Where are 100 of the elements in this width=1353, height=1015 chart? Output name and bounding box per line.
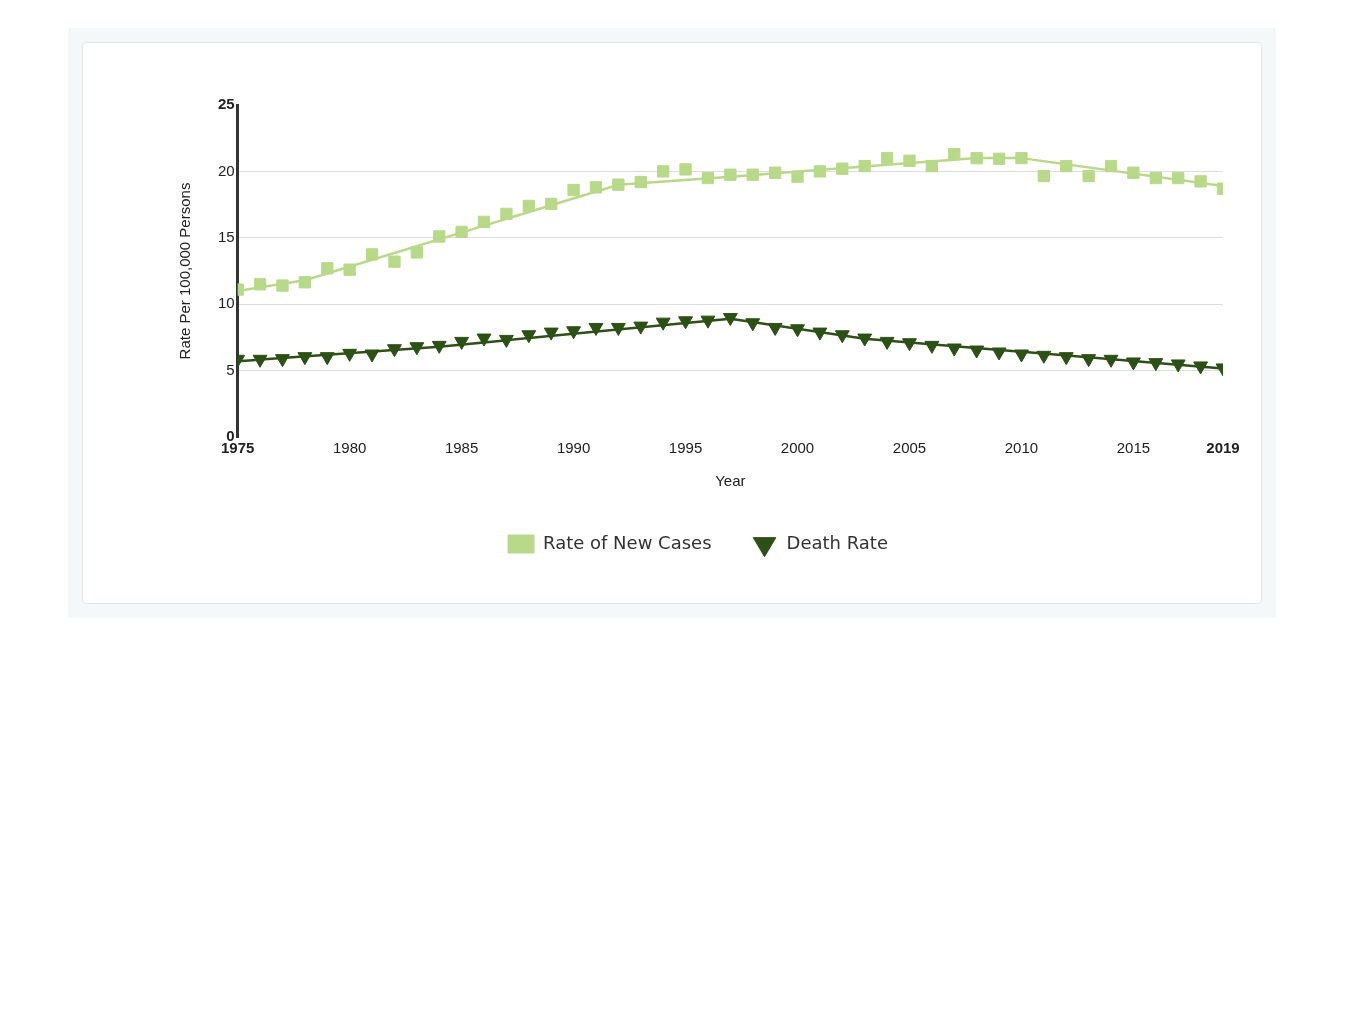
point — [1037, 169, 1051, 183]
point — [1148, 358, 1164, 372]
point — [387, 344, 402, 358]
point — [610, 322, 626, 336]
point — [633, 321, 649, 335]
point — [1015, 151, 1028, 165]
point — [566, 326, 582, 340]
point — [992, 152, 1006, 165]
point — [948, 147, 961, 161]
y-axis-title: Rate Per 100,000 Persons — [176, 182, 194, 360]
point — [1170, 359, 1186, 373]
point — [679, 163, 692, 176]
x-axis-title: Year — [715, 472, 746, 490]
point — [834, 330, 850, 344]
y-tick-label: 25 — [218, 95, 235, 113]
x-tick-label: 2000 — [780, 439, 815, 457]
point — [879, 336, 895, 350]
point — [433, 230, 446, 243]
point — [790, 324, 805, 338]
y-tick-label: 10 — [218, 294, 235, 312]
point — [275, 354, 290, 368]
point — [857, 333, 873, 347]
y-tick-label: 5 — [226, 360, 235, 378]
point — [767, 322, 783, 336]
point — [1014, 349, 1029, 363]
point — [991, 347, 1007, 361]
point — [768, 166, 782, 179]
point — [388, 255, 401, 268]
y-tick-label: 20 — [218, 161, 235, 179]
point — [1058, 352, 1074, 366]
point — [657, 165, 670, 178]
point — [342, 348, 358, 362]
point — [836, 162, 849, 175]
x-tick-label: 1980 — [332, 439, 367, 457]
point — [1126, 357, 1141, 371]
point — [297, 352, 313, 366]
point — [655, 317, 671, 331]
point — [1103, 354, 1119, 368]
point — [858, 159, 871, 173]
point — [545, 197, 558, 211]
point — [946, 343, 962, 357]
point — [498, 334, 514, 348]
point — [410, 246, 423, 259]
point — [522, 199, 535, 213]
point — [1104, 159, 1118, 173]
point — [589, 181, 603, 194]
point — [1036, 350, 1052, 364]
point — [634, 175, 647, 189]
point — [343, 263, 356, 276]
x-tick-label: 2010 — [1004, 439, 1039, 457]
point — [253, 278, 267, 291]
point — [252, 354, 268, 368]
point — [321, 262, 334, 275]
point — [588, 322, 604, 336]
point — [1149, 171, 1162, 185]
x-tick-label: 1985 — [444, 439, 479, 457]
point — [1081, 354, 1097, 368]
point — [700, 315, 716, 329]
point — [1082, 169, 1095, 183]
point — [276, 279, 289, 292]
point — [365, 248, 379, 261]
point — [701, 171, 715, 185]
point — [1060, 159, 1073, 173]
point — [319, 352, 335, 366]
point — [1172, 171, 1185, 185]
point — [791, 170, 804, 183]
point — [746, 168, 759, 181]
legend-label: Rate of New Cases — [543, 531, 712, 553]
point — [454, 336, 470, 350]
point — [903, 154, 916, 167]
point — [364, 349, 380, 363]
point — [612, 178, 625, 191]
point — [409, 342, 425, 356]
point — [1127, 166, 1140, 179]
point — [970, 151, 983, 165]
point — [722, 312, 738, 326]
x-tick-label: 1990 — [556, 439, 591, 457]
point — [1193, 361, 1209, 375]
point — [902, 338, 917, 352]
point — [678, 316, 693, 330]
point — [880, 151, 894, 165]
x-tick-label: 2019 — [1206, 439, 1240, 457]
point — [969, 345, 985, 359]
y-tick-label: 15 — [218, 227, 235, 245]
point — [1194, 175, 1207, 188]
point — [813, 165, 827, 178]
point — [298, 276, 312, 289]
legend-label: Death Rate — [786, 531, 888, 553]
point — [724, 168, 737, 181]
point — [812, 327, 828, 341]
point — [477, 215, 491, 229]
point — [925, 159, 939, 173]
point — [924, 340, 940, 354]
point — [567, 183, 580, 197]
point — [431, 340, 447, 354]
point — [543, 327, 559, 341]
point — [476, 333, 492, 347]
point — [500, 207, 513, 221]
x-tick-label: 2005 — [892, 439, 927, 457]
x-tick-label: 1995 — [668, 439, 703, 457]
